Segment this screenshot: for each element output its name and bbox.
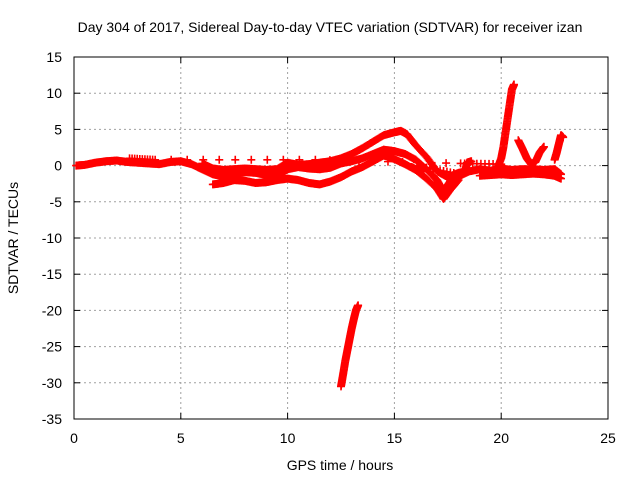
data-point	[279, 155, 288, 164]
data-point	[354, 301, 363, 310]
data-point	[557, 174, 566, 183]
y-tick-label: -15	[42, 266, 62, 282]
data-point	[497, 160, 506, 169]
y-tick-label: -25	[42, 339, 62, 355]
data-points	[72, 80, 568, 391]
data-point	[247, 155, 256, 164]
data-point	[151, 155, 160, 164]
series-spike-decay	[514, 136, 548, 169]
x-tick-label: 0	[70, 430, 78, 446]
data-point	[510, 80, 519, 89]
x-tick-label: 10	[280, 430, 296, 446]
data-point	[231, 155, 240, 164]
x-tick-label: 15	[387, 430, 403, 446]
data-point	[539, 142, 548, 151]
data-point	[442, 159, 451, 168]
series-short-segments	[407, 157, 476, 179]
series-negative-segment	[337, 301, 363, 391]
y-tick-label: 15	[46, 49, 62, 65]
y-tick-label: -20	[42, 302, 62, 318]
series-isolated	[125, 154, 506, 169]
series-lower-band	[208, 151, 463, 203]
data-point	[453, 177, 462, 186]
data-point	[183, 155, 192, 164]
data-point	[295, 155, 304, 164]
y-axis-label: SDTVAR / TECUs	[5, 182, 21, 294]
data-point	[383, 157, 392, 166]
y-tick-label: 10	[46, 85, 62, 101]
y-tick-label: -35	[42, 411, 62, 427]
x-axis-label: GPS time / hours	[287, 457, 394, 473]
y-tick-label: 5	[54, 121, 62, 137]
data-point	[167, 155, 176, 164]
data-point	[215, 155, 224, 164]
series-end-rise	[550, 131, 568, 164]
data-point	[398, 157, 407, 166]
data-point	[263, 155, 272, 164]
axis-ticks: 0 5 10 15 20 25 -35 -30 -25 -20 -15 -10 -5 0 5 10 15	[42, 49, 616, 446]
y-tick-label: -10	[42, 230, 62, 246]
data-point	[427, 158, 436, 167]
data-point	[369, 157, 378, 166]
data-point	[413, 158, 422, 167]
y-tick-label: -5	[50, 194, 63, 210]
data-point	[325, 156, 334, 165]
data-point	[354, 156, 363, 165]
x-tick-label: 5	[177, 430, 185, 446]
series-spike-up	[492, 80, 519, 174]
chart-title: Day 304 of 2017, Sidereal Day-to-day VTE…	[78, 19, 583, 35]
y-tick-label: 0	[54, 158, 62, 174]
series-tail-band	[475, 169, 566, 183]
data-point	[340, 156, 349, 165]
data-point	[454, 176, 463, 185]
data-point	[199, 155, 208, 164]
data-point	[559, 133, 568, 142]
y-tick-label: -30	[42, 375, 62, 391]
x-tick-label: 25	[600, 430, 616, 446]
data-point	[311, 155, 320, 164]
x-tick-label: 20	[493, 430, 509, 446]
